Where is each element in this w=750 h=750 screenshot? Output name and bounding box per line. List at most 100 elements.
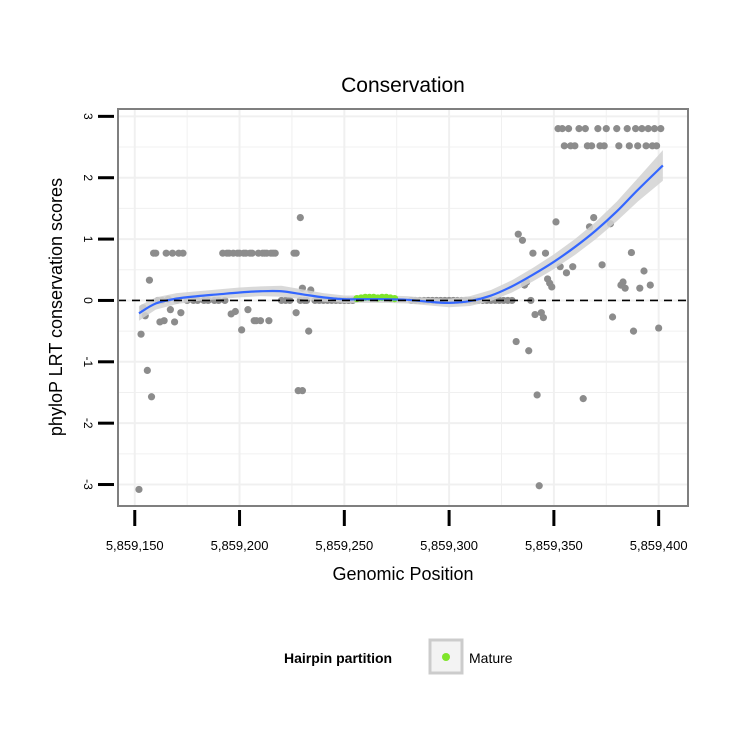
data-point bbox=[634, 142, 642, 150]
data-point bbox=[244, 306, 252, 314]
data-point bbox=[137, 330, 145, 338]
x-tick-label: 5,859,150 bbox=[106, 538, 164, 553]
data-point bbox=[168, 249, 177, 257]
chart-title: Conservation bbox=[341, 74, 465, 97]
data-point bbox=[600, 142, 608, 150]
plot-panel: 5,859,150 5,859,200 5,859,250 5,859,300 5,85… bbox=[81, 108, 689, 553]
data-point bbox=[256, 317, 265, 325]
data-point bbox=[514, 230, 522, 238]
data-point bbox=[512, 337, 520, 346]
data-point bbox=[608, 313, 617, 321]
data-point bbox=[147, 393, 156, 401]
legend-key-box bbox=[428, 638, 464, 675]
data-point bbox=[594, 125, 602, 133]
data-point bbox=[629, 327, 638, 335]
data-point bbox=[265, 317, 273, 325]
data-point bbox=[238, 326, 246, 334]
panel-background bbox=[118, 109, 688, 506]
data-point bbox=[652, 142, 661, 150]
legend-entry-mature: Mature bbox=[469, 650, 513, 666]
data-point bbox=[590, 214, 598, 222]
smooth-trend-line bbox=[138, 164, 664, 315]
data-point bbox=[162, 249, 170, 257]
data-point bbox=[525, 347, 533, 355]
data-point bbox=[579, 395, 587, 403]
y-tick-label: -2 bbox=[81, 418, 95, 429]
data-point bbox=[598, 261, 606, 269]
x-tick-label: 5,859,400 bbox=[630, 538, 688, 553]
data-point bbox=[292, 309, 300, 317]
data-point bbox=[588, 142, 596, 150]
data-point bbox=[640, 267, 648, 275]
data-point bbox=[627, 248, 636, 257]
x-tick-label: 5,859,300 bbox=[420, 538, 478, 553]
y-tick-label: -1 bbox=[81, 356, 95, 367]
data-point bbox=[623, 125, 631, 133]
y-tick-label: -3 bbox=[81, 479, 95, 490]
data-point bbox=[657, 125, 665, 133]
data-point bbox=[179, 249, 187, 257]
data-point bbox=[296, 214, 304, 222]
data-point bbox=[558, 125, 566, 133]
y-tick-label: 2 bbox=[81, 174, 95, 181]
x-axis-label: Genomic Position bbox=[332, 564, 473, 584]
data-point bbox=[650, 125, 659, 133]
data-point bbox=[248, 249, 256, 257]
data-point bbox=[231, 307, 239, 316]
data-point bbox=[560, 142, 568, 150]
data-point bbox=[569, 263, 577, 271]
data-point bbox=[625, 142, 633, 150]
data-point bbox=[642, 142, 650, 150]
data-point bbox=[531, 310, 539, 319]
x-tick-label: 5,859,250 bbox=[315, 538, 373, 553]
data-point bbox=[533, 391, 541, 399]
confidence-ribbon bbox=[138, 150, 663, 321]
legend-title: Hairpin partition bbox=[284, 650, 392, 666]
data-point bbox=[621, 284, 629, 292]
data-point bbox=[518, 236, 527, 244]
data-point bbox=[615, 142, 623, 150]
data-point bbox=[562, 269, 571, 277]
data-point bbox=[298, 387, 307, 395]
data-point bbox=[166, 306, 174, 314]
x-tick-label: 5,859,350 bbox=[525, 538, 583, 553]
data-point bbox=[644, 125, 652, 133]
data-point bbox=[581, 125, 589, 133]
data-point bbox=[575, 125, 583, 133]
data-point bbox=[160, 317, 168, 325]
data-point bbox=[632, 125, 640, 133]
y-tick-label: 0 bbox=[81, 297, 95, 304]
data-point bbox=[552, 218, 560, 226]
data-point bbox=[602, 125, 610, 133]
data-point bbox=[571, 142, 579, 150]
data-point bbox=[535, 482, 543, 490]
legend: Hairpin partition Mature bbox=[284, 638, 513, 675]
y-tick-label: 1 bbox=[81, 236, 95, 243]
data-point bbox=[613, 125, 621, 133]
data-point bbox=[177, 309, 185, 317]
panel-border bbox=[117, 108, 689, 507]
data-point bbox=[539, 314, 548, 322]
data-point bbox=[564, 125, 573, 133]
legend-key-mature-icon bbox=[442, 653, 450, 661]
data-point bbox=[529, 249, 537, 257]
x-tick-label: 5,859,200 bbox=[211, 538, 269, 553]
data-point bbox=[636, 284, 644, 292]
data-point bbox=[655, 324, 663, 332]
data-point bbox=[305, 327, 313, 335]
data-point bbox=[292, 249, 300, 257]
data-point bbox=[548, 283, 556, 291]
data-point bbox=[541, 249, 550, 257]
y-tick-label: 3 bbox=[81, 113, 95, 120]
data-point bbox=[145, 276, 154, 284]
data-point bbox=[619, 278, 627, 286]
data-point bbox=[646, 281, 654, 289]
data-point bbox=[143, 366, 151, 374]
data-point bbox=[152, 249, 160, 257]
data-point bbox=[638, 125, 646, 133]
data-point bbox=[135, 485, 143, 494]
y-axis-label: phyloP LRT conservation scores bbox=[46, 178, 66, 436]
data-point bbox=[271, 249, 279, 257]
data-point bbox=[170, 318, 179, 326]
